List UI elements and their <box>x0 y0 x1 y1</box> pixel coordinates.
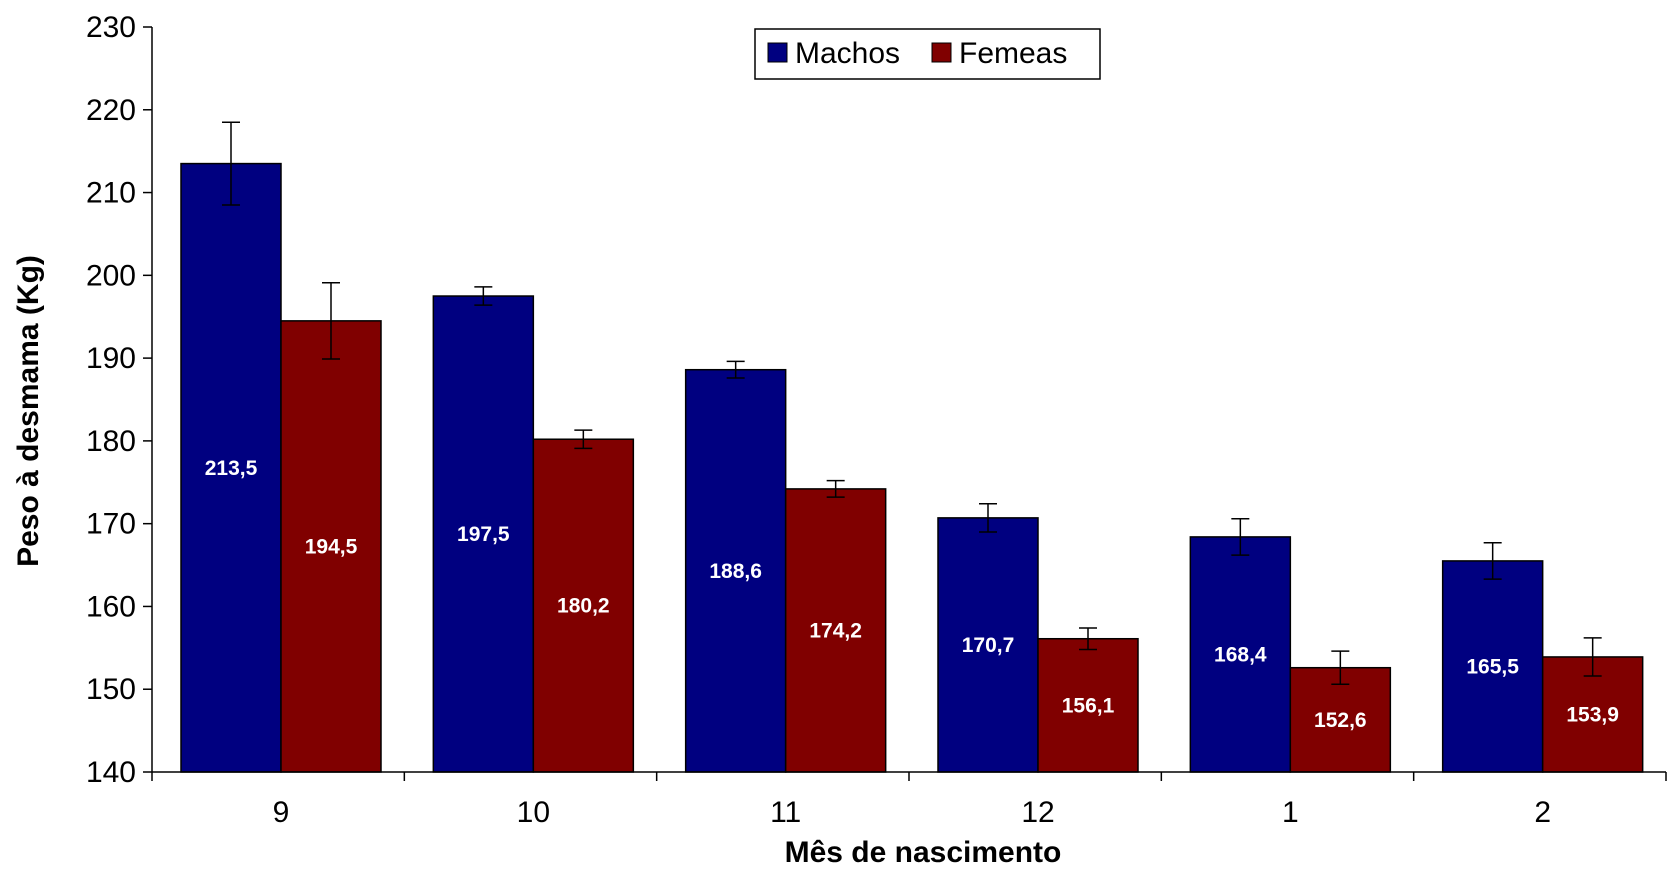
legend-swatch-femeas <box>931 42 952 63</box>
legend-label-machos: Machos <box>795 37 900 70</box>
y-tick-label-200: 200 <box>86 259 136 292</box>
data-label-femeas-9: 194,5 <box>305 535 358 558</box>
y-tick-label-150: 150 <box>86 673 136 706</box>
data-label-machos-10: 197,5 <box>457 523 510 546</box>
x-tick-label-12: 12 <box>1021 796 1054 829</box>
y-tick-label-210: 210 <box>86 177 136 210</box>
data-label-femeas-11: 174,2 <box>809 619 862 642</box>
y-tick-label-160: 160 <box>86 590 136 623</box>
x-tick-label-11: 11 <box>770 796 801 829</box>
y-tick-label-190: 190 <box>86 342 136 375</box>
data-label-machos-11: 188,6 <box>709 560 762 583</box>
x-tick-label-10: 10 <box>517 796 550 829</box>
bar-machos-2 <box>1441 560 1544 773</box>
bar-machos-9 <box>180 162 282 773</box>
bars-layer <box>180 162 1644 773</box>
data-label-femeas-1: 152,6 <box>1314 709 1367 732</box>
bar-femeas-1 <box>1289 666 1392 773</box>
bar-machos-10 <box>432 295 535 773</box>
y-tick-label-140: 140 <box>86 756 136 789</box>
legend: Machos Femeas <box>754 28 1101 80</box>
data-label-machos-1: 168,4 <box>1214 643 1267 666</box>
data-label-machos-2: 165,5 <box>1466 655 1519 678</box>
data-label-femeas-10: 180,2 <box>557 595 610 618</box>
y-axis-title: Peso à desmama (Kg) <box>12 255 45 567</box>
legend-label-femeas: Femeas <box>959 37 1067 70</box>
x-axis-title: Mês de nascimento <box>785 836 1062 869</box>
data-label-femeas-12: 156,1 <box>1062 694 1115 717</box>
x-tick-label-9: 9 <box>273 796 290 829</box>
x-tick-label-2: 2 <box>1534 796 1551 829</box>
bar-femeas-12 <box>1037 637 1139 773</box>
legend-swatch-machos <box>767 42 788 63</box>
legend-box <box>754 28 1101 80</box>
y-tick-label-230: 230 <box>86 11 136 44</box>
bar-femeas-10 <box>532 438 635 773</box>
data-label-machos-9: 213,5 <box>205 457 258 480</box>
bar-machos-12 <box>937 517 1039 773</box>
error-bars-layer <box>222 121 1602 686</box>
data-label-machos-12: 170,7 <box>962 634 1015 657</box>
y-tick-label-170: 170 <box>86 508 136 541</box>
y-tick-label-180: 180 <box>86 425 136 458</box>
data-labels-layer: 213,5 197,5 188,6 170,7 168,4 165,5 194,5 180,2… <box>205 457 1619 732</box>
x-tick-label-1: 1 <box>1282 796 1299 829</box>
y-tick-label-220: 220 <box>86 94 136 127</box>
data-label-femeas-2: 153,9 <box>1566 703 1619 726</box>
bar-machos-1 <box>1189 536 1292 773</box>
